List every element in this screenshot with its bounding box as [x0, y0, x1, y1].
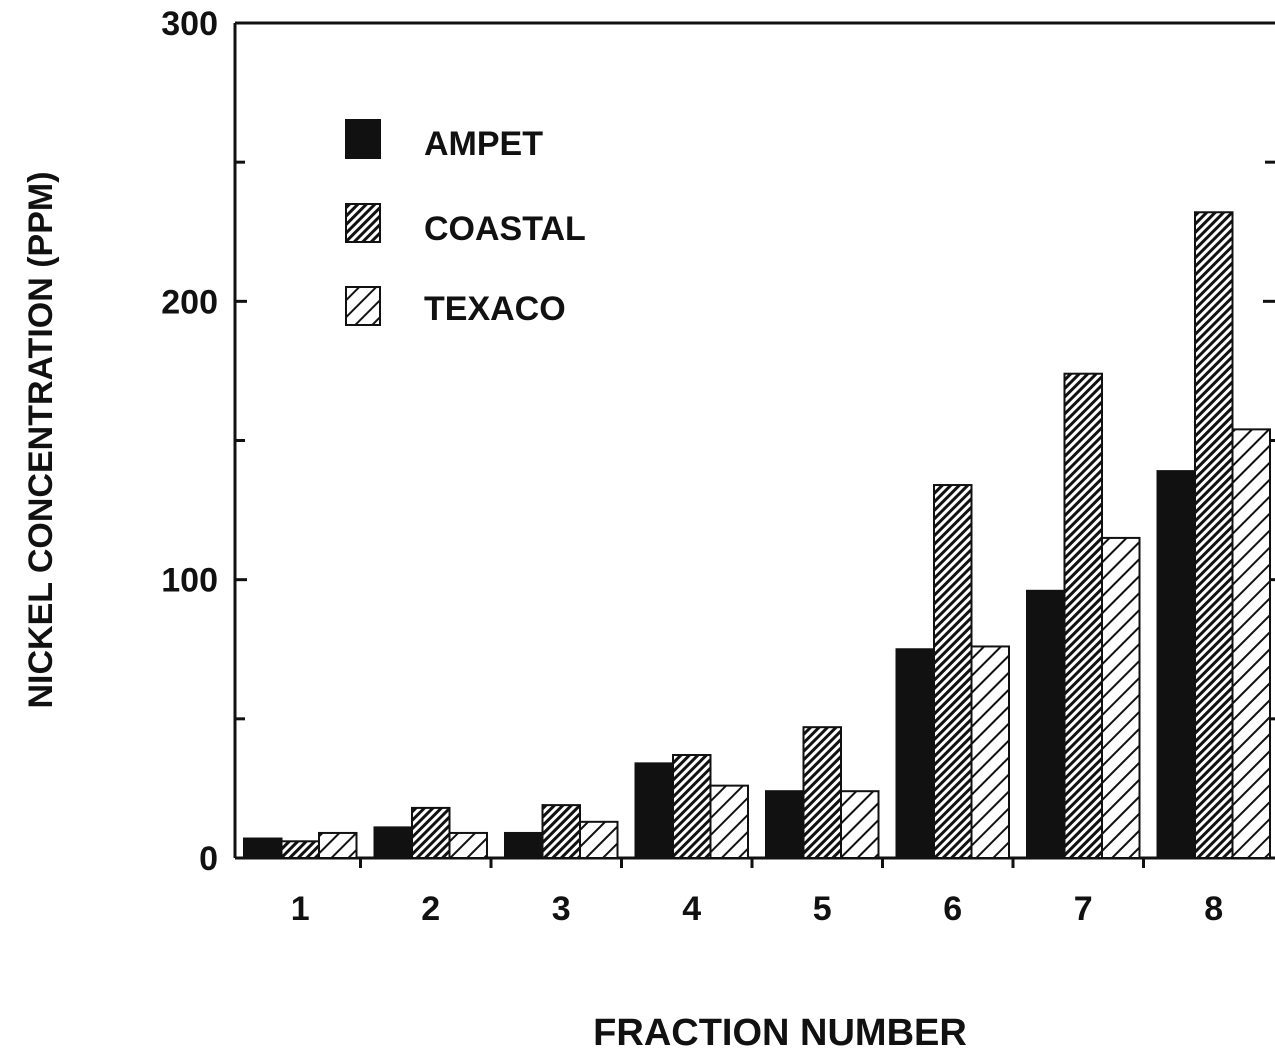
y-axis-title: NICKEL CONCENTRATION (PPM) [22, 171, 60, 708]
legend-label-ampet: AMPET [424, 125, 543, 163]
bar-texaco-1 [318, 831, 358, 860]
bar-texaco-8 [1231, 428, 1271, 859]
bar-ampet-2 [373, 826, 413, 860]
x-tick-label: 5 [813, 890, 832, 928]
bar-ampet-5 [765, 790, 805, 860]
bar-texaco-6 [970, 645, 1010, 860]
bar-texaco-4 [709, 784, 749, 860]
bars [243, 211, 1271, 860]
x-tick-label: 7 [1074, 890, 1093, 928]
bar-texaco-5 [840, 790, 880, 860]
bar-coastal-5 [802, 726, 842, 860]
bar-texaco-3 [579, 820, 619, 859]
bar-coastal-2 [411, 806, 451, 860]
bar-coastal-8 [1194, 211, 1234, 859]
legend-swatch-coastal [345, 203, 381, 243]
bar-ampet-6 [895, 648, 935, 859]
legend-swatch-ampet [345, 119, 381, 159]
bar-coastal-3 [541, 804, 581, 859]
bar-ampet-8 [1156, 470, 1196, 859]
bar-texaco-2 [448, 831, 488, 860]
x-tick-label: 4 [682, 890, 701, 928]
bar-ampet-4 [634, 762, 674, 859]
x-tick-label: 8 [1204, 890, 1223, 928]
y-tick-label: 100 [161, 562, 218, 600]
x-tick-label: 6 [943, 890, 962, 928]
bar-ampet-1 [243, 837, 283, 859]
y-tick-label: 200 [161, 283, 218, 321]
legend-swatch-texaco [345, 286, 381, 326]
x-axis-title: FRACTION NUMBER [593, 1012, 967, 1052]
bar-texaco-7 [1101, 536, 1141, 860]
bar-ampet-3 [504, 831, 544, 860]
legend-label-coastal: COASTAL [424, 210, 586, 248]
bar-coastal-6 [933, 484, 973, 859]
legend: AMPET COASTAL TEXACO [345, 119, 586, 328]
x-tick-label: 2 [421, 890, 440, 928]
bar-ampet-7 [1026, 589, 1066, 859]
x-tick-label: 3 [552, 890, 571, 928]
bar-coastal-7 [1063, 372, 1103, 859]
y-tick-label: 0 [199, 840, 218, 878]
x-tick-label: 1 [291, 890, 310, 928]
y-tick-label: 300 [161, 5, 218, 43]
legend-label-texaco: TEXACO [424, 290, 566, 328]
bar-coastal-4 [672, 754, 712, 859]
bar-coastal-1 [280, 840, 320, 859]
x-ticks: 1 2 3 4 5 6 7 8 [291, 858, 1223, 928]
